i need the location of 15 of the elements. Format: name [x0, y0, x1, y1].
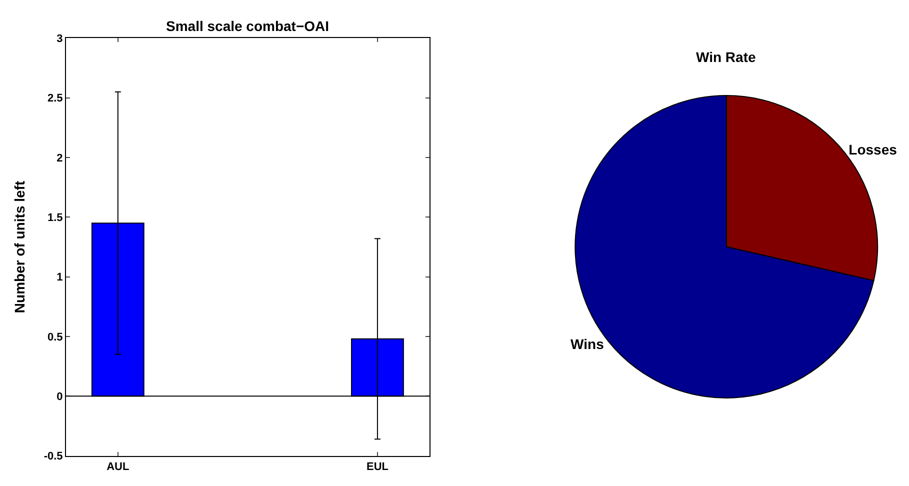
y-axis-title: Number of units left	[11, 180, 28, 314]
y-tick-label: 2	[56, 152, 63, 164]
y-tick-label: 0	[56, 390, 63, 403]
x-tick-label: EUL	[366, 460, 389, 473]
slice-label: Wins	[570, 336, 604, 352]
y-tick-label: 3	[56, 33, 63, 46]
x-tick-label: AUL	[106, 460, 130, 473]
y-tick-label: 0.5	[47, 331, 63, 344]
y-tick-label: 2.5	[47, 92, 63, 105]
y-tick-label: 1.5	[47, 212, 63, 224]
chart-title: Win Rate	[696, 49, 756, 65]
y-tick-label: -0.5	[44, 450, 63, 463]
chart-title: Small scale combat−OAI	[166, 18, 330, 34]
y-tick-label: 1	[56, 272, 63, 284]
slice-label: Losses	[848, 141, 898, 158]
